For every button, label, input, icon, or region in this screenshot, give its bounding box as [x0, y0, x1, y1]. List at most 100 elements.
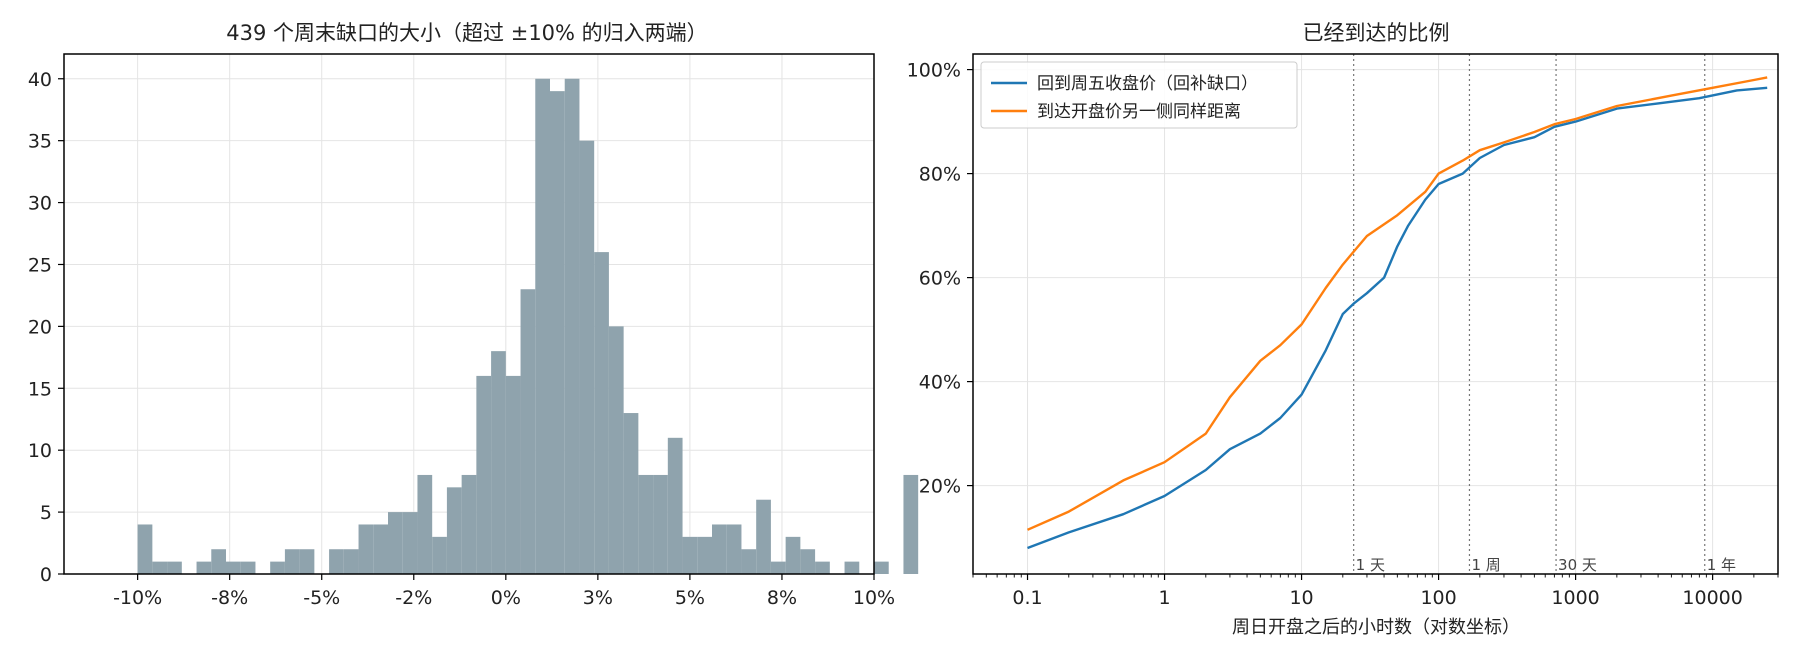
y-tick-label: 10 — [28, 440, 52, 462]
histogram-bar — [491, 351, 506, 574]
x-tick-label: 8% — [767, 587, 797, 609]
reference-vline-label: 1 天 — [1356, 556, 1385, 574]
histogram-bar — [432, 536, 447, 574]
series-line — [1027, 76, 1768, 531]
histogram-bar — [152, 561, 168, 574]
histogram-bar — [785, 536, 801, 574]
histogram-bar — [196, 561, 212, 574]
cdf-ticks: 0.1 1 10 100 1000 10000 20% 40% 60% 80% 100% — [907, 60, 1779, 609]
histogram-bar — [520, 289, 536, 574]
histogram-bar — [550, 91, 565, 575]
histogram-bar — [608, 326, 624, 574]
histogram-bar — [653, 474, 668, 574]
histogram-bar — [299, 549, 315, 574]
histogram-frame — [63, 53, 875, 575]
histogram-bar — [284, 549, 300, 574]
histogram-bar — [167, 561, 182, 574]
legend-box — [980, 61, 1298, 129]
reference-vline-label: 30 天 — [1558, 556, 1597, 574]
legend-entry: 回到周五收盘价（回补缺口） — [1037, 74, 1258, 94]
x-tick-label: 1000 — [1551, 587, 1599, 609]
y-tick-label: 20% — [919, 476, 961, 498]
histogram-title: 439 个周末缺口的大小（超过 ±10% 的归入两端） — [226, 21, 707, 45]
histogram-bar — [564, 78, 580, 574]
histogram-bar — [417, 474, 433, 574]
cdf-title: 已经到达的比例 — [1303, 21, 1450, 45]
histogram-bar — [741, 549, 757, 574]
y-tick-label: 0 — [40, 564, 52, 586]
x-tick-label: -2% — [395, 587, 432, 609]
y-tick-label: 35 — [28, 131, 52, 153]
cdf-legend: 回到周五收盘价（回补缺口） 到达开盘价另一侧同样距离 — [980, 61, 1298, 129]
y-tick-label: 5 — [40, 502, 52, 524]
cdf-frame — [972, 53, 1779, 575]
y-tick-label: 30 — [28, 193, 52, 215]
histogram-bar — [638, 474, 654, 574]
histogram-bars — [137, 78, 919, 575]
x-tick-label: 3% — [583, 587, 613, 609]
reference-vline-label: 1 年 — [1707, 556, 1736, 574]
histogram-bar — [667, 437, 683, 574]
histogram-bar — [373, 524, 388, 574]
histogram-bar — [594, 252, 609, 574]
x-tick-label: 0.1 — [1012, 587, 1042, 609]
x-tick-label: -5% — [303, 587, 340, 609]
histogram-bar — [329, 549, 344, 574]
histogram-ticks: -10% -8% -5% -2% 0% 3% 5% 8% 10% 0 5 10 15 20 25 30 35 40 — [28, 69, 895, 609]
histogram-bar — [844, 561, 860, 574]
histogram-bar — [402, 512, 418, 574]
histogram-bar — [270, 561, 285, 574]
x-tick-label: 100 — [1420, 587, 1456, 609]
x-tick-label: -10% — [113, 587, 162, 609]
y-tick-label: 15 — [28, 378, 52, 400]
cdf-grid — [973, 54, 1778, 574]
cdf-series — [1027, 76, 1768, 550]
histogram-bar — [505, 375, 521, 574]
cdf-x-axis-label: 周日开盘之后的小时数（对数坐标） — [1232, 617, 1520, 638]
histogram-bar — [137, 524, 153, 574]
histogram-bar — [388, 512, 403, 574]
series-line — [1027, 86, 1768, 550]
y-tick-label: 40% — [919, 372, 961, 394]
y-tick-label: 20 — [28, 316, 52, 338]
histogram-bar — [358, 524, 374, 574]
y-tick-label: 80% — [919, 164, 961, 186]
histogram-bar — [240, 561, 256, 574]
x-tick-label: 1 — [1158, 587, 1170, 609]
histogram-bar — [800, 549, 816, 574]
histogram-bar — [697, 536, 712, 574]
histogram-bar — [815, 561, 830, 574]
y-tick-label: 40 — [28, 69, 52, 91]
histogram-bar — [461, 474, 477, 574]
x-tick-label: -8% — [211, 587, 248, 609]
y-tick-label: 60% — [919, 268, 961, 290]
histogram-bar — [903, 474, 919, 574]
histogram-bar — [874, 561, 889, 574]
cdf-panel: 已经到达的比例 1 天 1 周 30 天 1 年 0.1 1 10 100 1000 10000… — [907, 21, 1779, 638]
histogram-bar — [226, 561, 241, 574]
x-tick-label: 10 — [1289, 587, 1313, 609]
y-tick-label: 100% — [907, 60, 961, 82]
histogram-bar — [756, 499, 771, 574]
histogram-bar — [535, 78, 550, 574]
cdf-reference-lines: 1 天 1 周 30 天 1 年 — [1353, 54, 1736, 574]
histogram-bar — [712, 524, 727, 574]
histogram-grid — [64, 54, 875, 575]
x-tick-label: 5% — [675, 587, 705, 609]
legend-entry: 到达开盘价另一侧同样距离 — [1037, 102, 1241, 122]
histogram-bar — [726, 524, 742, 574]
histogram-bar — [770, 561, 786, 574]
histogram-panel: 439 个周末缺口的大小（超过 ±10% 的归入两端） -10% -8% -5% -2… — [28, 21, 919, 609]
reference-vline-label: 1 周 — [1471, 556, 1500, 574]
x-tick-label: 0% — [491, 587, 521, 609]
y-tick-label: 25 — [28, 254, 52, 276]
histogram-bar — [476, 375, 492, 574]
histogram-bar — [579, 140, 595, 574]
histogram-bar — [343, 549, 359, 574]
histogram-bar — [211, 549, 226, 574]
histogram-bar — [446, 487, 462, 574]
x-tick-label: 10% — [853, 587, 895, 609]
histogram-bar — [682, 536, 698, 574]
x-tick-label: 10000 — [1682, 587, 1742, 609]
